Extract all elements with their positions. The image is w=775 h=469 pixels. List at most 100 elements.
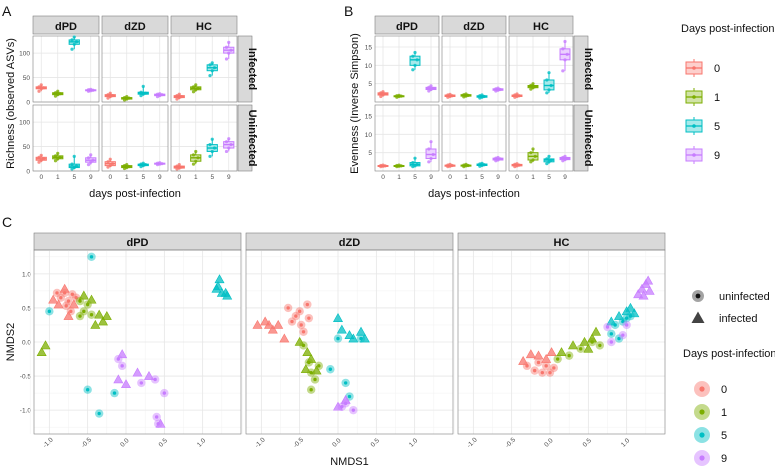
data-point — [212, 66, 217, 70]
data-point — [411, 68, 415, 72]
data-point — [224, 149, 229, 154]
data-point — [191, 162, 196, 166]
data-point — [210, 137, 214, 141]
panel-label: A — [2, 3, 12, 19]
data-point — [448, 162, 452, 166]
point-infected — [643, 275, 654, 285]
shape-key-infected — [691, 311, 705, 323]
x-tick-label: 5 — [210, 174, 214, 181]
data-point — [413, 156, 417, 160]
x-axis-label: NMDS1 — [330, 456, 369, 468]
data-point — [547, 88, 551, 92]
data-point — [56, 151, 60, 155]
panel-frame — [457, 249, 666, 435]
data-point — [529, 160, 533, 164]
point-infected — [638, 290, 649, 300]
point-infected — [222, 290, 233, 300]
data-point — [531, 158, 535, 162]
point-infected — [273, 319, 284, 329]
y-tick-label: -1.0 — [20, 408, 32, 415]
x-tick-label: -0.5 — [80, 436, 93, 449]
legend-title: Days post-infection — [681, 23, 775, 35]
point-uninfected — [525, 364, 529, 368]
x-tick-label: 9 — [496, 174, 500, 181]
point-uninfected — [540, 370, 545, 375]
x-tick-label: 9 — [563, 174, 567, 181]
legend-label: 0 — [721, 384, 727, 396]
facet-strip — [170, 15, 238, 35]
y-tick-label: 10 — [365, 63, 373, 70]
data-point — [480, 161, 484, 165]
row-strip — [573, 104, 589, 172]
point-uninfected — [70, 292, 75, 296]
x-tick-label: 0 — [515, 174, 519, 181]
y-tick-label: 0.0 — [22, 340, 31, 347]
data-point — [177, 163, 181, 167]
point-infected — [48, 294, 59, 304]
data-point — [53, 154, 58, 158]
panel-frame — [101, 104, 169, 172]
point-uninfected — [343, 381, 348, 385]
point-infected — [120, 379, 132, 389]
data-point — [208, 154, 212, 158]
data-point — [91, 158, 95, 162]
point-infected — [53, 299, 64, 309]
legend-title: Days post-infection — [683, 348, 775, 360]
data-point — [89, 160, 93, 164]
data-point — [411, 160, 415, 165]
x-tick-label: -0.5 — [504, 436, 517, 449]
point-infected — [155, 418, 166, 428]
x-tick-label: 0 — [108, 174, 112, 181]
y-tick-label: 100 — [19, 120, 30, 127]
legend-dot — [699, 386, 705, 392]
legend-label: 1 — [721, 407, 727, 419]
data-point — [429, 84, 433, 88]
data-point — [210, 61, 214, 65]
point-uninfected — [120, 364, 124, 368]
row-label: Uninfected — [582, 110, 594, 167]
x-tick-label: 0.0 — [119, 437, 131, 449]
data-point — [72, 35, 76, 39]
data-point — [464, 162, 468, 166]
point-infected — [86, 294, 97, 304]
point-infected — [541, 353, 552, 363]
legend-dot — [699, 409, 705, 415]
point-uninfected — [299, 323, 303, 327]
point-infected — [263, 319, 275, 329]
data-point — [39, 83, 43, 87]
point-uninfected — [305, 302, 310, 307]
data-point — [531, 82, 535, 86]
point-infected — [587, 333, 598, 343]
point-uninfected — [336, 336, 340, 341]
data-point — [415, 162, 419, 166]
data-point — [227, 51, 231, 55]
data-point — [39, 153, 43, 157]
data-point — [74, 40, 79, 44]
legend-dot — [699, 432, 705, 438]
point-uninfected — [69, 309, 73, 314]
legend-dot — [699, 455, 705, 461]
point-uninfected — [154, 415, 159, 419]
data-point — [547, 71, 551, 75]
data-point — [141, 161, 145, 165]
point-infected — [583, 343, 594, 353]
point-infected — [68, 299, 79, 309]
point-uninfected — [97, 411, 101, 416]
y-tick-label: 0 — [26, 169, 30, 176]
x-tick-label: 1.0 — [408, 437, 420, 449]
data-point — [429, 156, 433, 161]
x-tick-label: 5 — [547, 174, 551, 181]
data-point — [72, 42, 76, 46]
point-uninfected — [85, 302, 90, 307]
point-infected — [644, 285, 655, 295]
panel-frame — [374, 35, 440, 103]
point-infected — [113, 374, 124, 384]
x-tick-label: 0 — [177, 174, 181, 181]
point-uninfected — [548, 370, 552, 375]
data-point — [143, 91, 148, 95]
facet-label: HC — [196, 21, 212, 33]
data-point — [227, 40, 231, 44]
data-point — [110, 162, 115, 166]
